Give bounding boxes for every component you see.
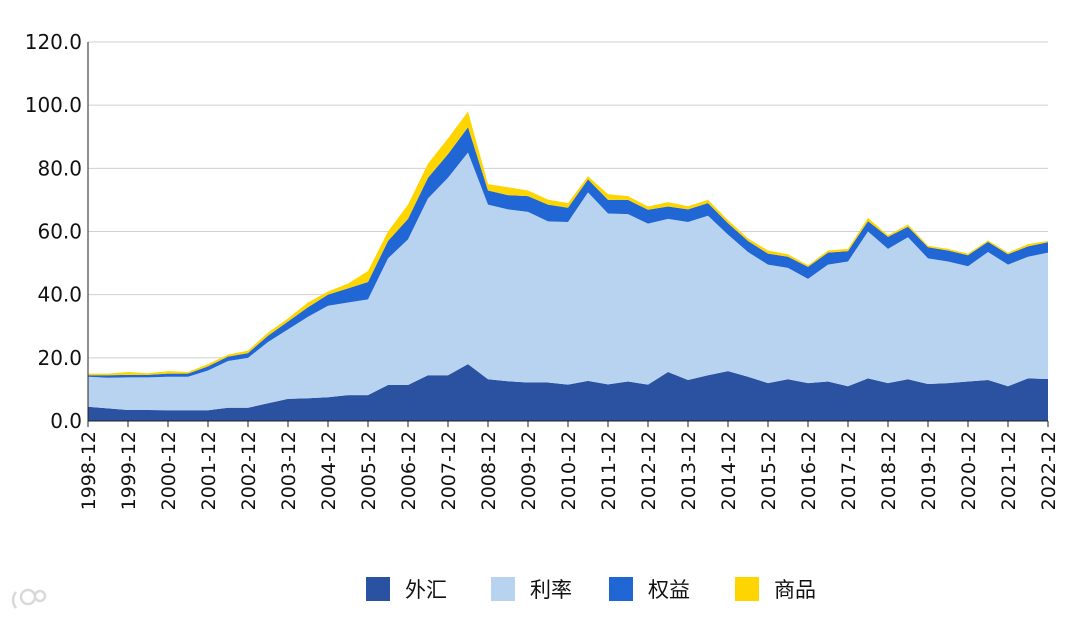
legend-item-1: 利率 (491, 577, 572, 602)
area-series-0 (88, 364, 1048, 421)
x-tick-label: 2001-12 (198, 431, 220, 510)
x-tick-label: 2020-12 (958, 431, 980, 510)
legend-item-2: 权益 (609, 577, 690, 602)
y-tick-label: 20.0 (37, 346, 82, 370)
x-tick-label: 2015-12 (758, 431, 780, 510)
y-tick-label: 100.0 (25, 93, 82, 117)
x-tick-label: 2013-12 (678, 431, 700, 510)
x-tick-label: 2012-12 (638, 431, 660, 510)
x-tick-label: 2019-12 (918, 431, 940, 510)
legend-label: 外汇 (405, 578, 447, 602)
x-tick-label: 2021-12 (998, 431, 1020, 510)
y-tick-label: 40.0 (37, 283, 82, 307)
x-tick-label: 2016-12 (798, 431, 820, 510)
x-tick-label: 2007-12 (438, 431, 460, 510)
legend-item-0: 外汇 (366, 577, 447, 602)
x-tick-label: 2014-12 (718, 431, 740, 510)
watermark-icon (11, 588, 47, 609)
x-tick-label: 2002-12 (238, 431, 260, 510)
x-tick-label: 2018-12 (878, 431, 900, 510)
legend-swatch (735, 577, 759, 601)
x-tick-label: 1999-12 (118, 431, 140, 510)
x-tick-label: 2011-12 (598, 431, 620, 510)
y-tick-labels: 0.0 20.0 40.0 60.0 80.0 100.0 120.0 (25, 30, 82, 433)
x-tick-label: 2008-12 (478, 431, 500, 510)
x-tick-label: 2010-12 (558, 431, 580, 510)
x-tick-label: 2005-12 (358, 431, 380, 510)
x-tick-labels: 1998-12 1999-12 2000-12 2001-12 2002-12 2003-… (78, 421, 1060, 510)
x-tick-label: 2000-12 (158, 431, 180, 510)
legend: 外汇 利率 权益 商品 (366, 577, 816, 602)
x-tick-label: 2009-12 (518, 431, 540, 510)
x-tick-label: 2017-12 (838, 431, 860, 510)
x-tick-label: 2003-12 (278, 431, 300, 510)
legend-swatch (491, 577, 515, 601)
x-tick-label: 2004-12 (318, 431, 340, 510)
legend-label: 利率 (530, 578, 572, 602)
legend-item-3: 商品 (735, 577, 816, 602)
area-series-1 (88, 152, 1048, 411)
area-series (88, 111, 1048, 421)
legend-swatch (366, 577, 390, 601)
y-tick-label: 120.0 (25, 30, 82, 54)
y-tick-label: 60.0 (37, 220, 82, 244)
x-tick-label: 2006-12 (398, 431, 420, 510)
x-tick-label: 2022-12 (1038, 431, 1060, 510)
legend-swatch (609, 577, 633, 601)
x-tick-label: 1998-12 (78, 431, 100, 510)
watermark-logo (11, 588, 47, 609)
legend-label: 权益 (648, 578, 690, 602)
y-tick-label: 80.0 (37, 156, 82, 180)
y-tick-label: 0.0 (50, 409, 82, 433)
legend-label: 商品 (774, 578, 816, 602)
